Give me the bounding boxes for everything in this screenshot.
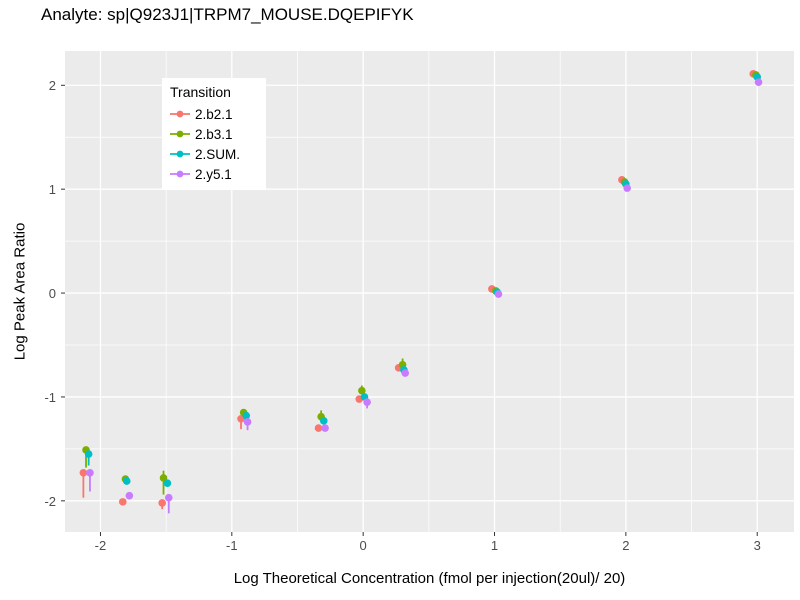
data-point-2.y5.1: [623, 184, 631, 192]
data-point-2.b2.1: [79, 468, 88, 477]
y-tick-label: 2: [48, 78, 56, 94]
legend-item: 2.SUM.: [169, 144, 266, 164]
y-tick-label: -2: [44, 493, 56, 509]
legend-item-label: 2.SUM.: [195, 146, 241, 162]
y-tick-label: -1: [44, 389, 56, 405]
data-point-2.y5.1: [243, 418, 252, 426]
legend-pointrange-icon: [170, 130, 190, 138]
legend-pointrange-icon: [170, 170, 190, 178]
legend-item: 2.b2.1: [169, 104, 266, 124]
data-point-2.y5.1: [363, 398, 371, 406]
data-point-2.y5.1: [86, 468, 94, 477]
data-point-2.y5.1: [494, 290, 503, 298]
data-point-2.y5.1: [125, 491, 134, 500]
legend-pointrange-icon: [170, 110, 190, 118]
data-point-2.b2.1: [314, 424, 323, 432]
x-tick-label: -1: [226, 538, 238, 553]
data-point-2.b2.1: [118, 498, 127, 506]
legend-items: 2.b2.1 2.b3.1 2.SUM. 2.y5.1: [169, 104, 266, 184]
data-point-2.SUM.: [163, 479, 172, 487]
data-point-2.y5.1: [401, 369, 410, 377]
data-point-2.b3.1: [159, 474, 168, 482]
legend-dot: [176, 150, 184, 158]
data-point-2.y5.1: [164, 493, 173, 502]
legend: Transition 2.b2.1 2.b3.1 2.SUM. 2.y5.1: [162, 78, 266, 190]
data-point-2.b2.1: [158, 499, 166, 507]
legend-title: Transition: [170, 84, 231, 100]
legend-dot: [176, 110, 184, 118]
x-tick-label: 2: [622, 538, 630, 553]
data-point-2.b3.1: [358, 386, 366, 395]
y-axis-title: Log Peak Area Ratio: [11, 222, 29, 361]
data-point-2.y5.1: [754, 78, 763, 86]
y-tick-label: 1: [48, 182, 56, 198]
data-point-2.SUM.: [84, 450, 93, 458]
legend-item: 2.b3.1: [169, 124, 266, 144]
legend-dot: [176, 130, 184, 138]
legend-item: 2.y5.1: [169, 164, 266, 184]
x-tick-label: 0: [359, 538, 367, 553]
y-tick-label: 0: [48, 286, 56, 302]
legend-item-label: 2.y5.1: [195, 166, 232, 182]
data-point-2.y5.1: [321, 424, 329, 432]
legend-item-label: 2.b3.1: [195, 126, 233, 142]
x-tick-label: 1: [490, 538, 499, 553]
legend-item-label: 2.b2.1: [195, 106, 233, 122]
x-tick-label: 3: [753, 538, 761, 553]
x-tick-label: -2: [94, 538, 107, 553]
legend-dot: [176, 170, 184, 178]
chart-title: Analyte: sp|Q923J1|TRPM7_MOUSE.DQEPIFYK: [41, 5, 414, 24]
data-point-2.SUM.: [122, 477, 131, 485]
data-point-2.SUM.: [319, 417, 328, 425]
legend-pointrange-icon: [170, 150, 190, 158]
data-point-2.SUM.: [242, 411, 251, 420]
x-axis-title: Log Theoretical Concentration (fmol per …: [233, 570, 626, 587]
